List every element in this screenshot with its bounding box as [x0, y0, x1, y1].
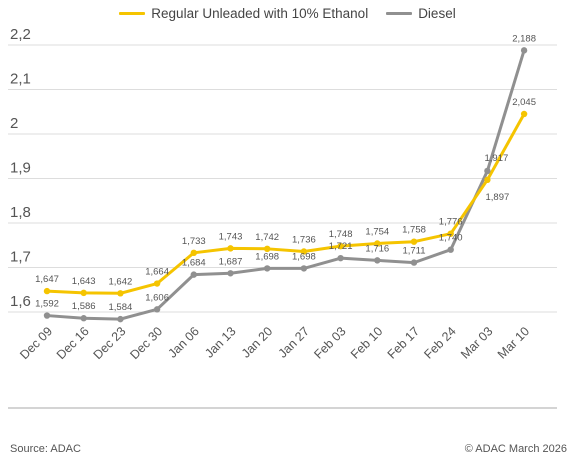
data-point-diesel: [264, 265, 271, 272]
x-tick-label: Jan 13: [202, 324, 238, 360]
legend-item-petrol: Regular Unleaded with 10% Ethanol: [119, 6, 368, 21]
data-label-petrol: 1,754: [365, 226, 389, 237]
data-label-diesel: 1,684: [182, 258, 206, 269]
source-note: Source: ADAC: [10, 443, 81, 455]
data-label-petrol: 1,758: [402, 225, 426, 236]
data-label-diesel: 2,188: [512, 33, 536, 44]
x-tick-label: Mar 10: [495, 324, 532, 361]
y-tick-label: 2,1: [10, 71, 31, 88]
data-point-petrol: [300, 248, 308, 255]
x-tick-label: Jan 06: [165, 324, 201, 360]
data-label-petrol: 1,643: [72, 276, 96, 287]
data-point-diesel: [337, 254, 344, 262]
legend-swatch-diesel: [386, 12, 413, 15]
data-point-diesel: [484, 167, 491, 175]
legend-label-diesel: Diesel: [418, 6, 456, 21]
x-tick-label: Feb 17: [385, 324, 422, 361]
data-point-petrol: [410, 238, 418, 245]
x-tick-label: Dec 30: [127, 324, 165, 362]
data-point-petrol: [227, 245, 234, 252]
data-label-diesel: 1,606: [145, 292, 169, 303]
y-tick-label: 2,2: [10, 26, 31, 43]
data-point-diesel: [410, 259, 418, 266]
data-point-petrol: [484, 176, 491, 184]
data-label-diesel: 1,917: [485, 153, 509, 164]
data-label-petrol: 1,776: [439, 217, 463, 228]
legend-item-diesel: Diesel: [386, 6, 456, 21]
data-point-diesel: [153, 306, 161, 313]
data-label-diesel: 1,592: [35, 299, 59, 310]
data-point-petrol: [43, 287, 51, 295]
data-point-diesel: [374, 257, 381, 264]
data-label-diesel: 1,584: [109, 302, 133, 313]
x-tick-label: Feb 10: [348, 324, 385, 361]
legend-swatch-petrol: [119, 12, 146, 15]
data-point-diesel: [80, 315, 87, 322]
data-label-petrol: 1,664: [145, 267, 169, 278]
data-point-petrol: [374, 240, 381, 247]
legend-label-petrol: Regular Unleaded with 10% Ethanol: [151, 6, 369, 21]
y-tick-label: 1,6: [10, 293, 31, 310]
data-point-petrol: [80, 289, 87, 297]
data-label-diesel: 1,586: [72, 301, 96, 312]
data-point-diesel: [190, 271, 197, 278]
x-tick-label: Mar 03: [458, 324, 495, 361]
data-point-diesel: [447, 246, 454, 253]
data-point-diesel: [520, 47, 528, 54]
legend: Regular Unleaded with 10% Ethanol Diesel: [0, 6, 575, 21]
x-tick-label: Dec 16: [54, 324, 92, 362]
data-label-diesel: 1,711: [402, 246, 425, 257]
data-label-diesel: 1,698: [255, 251, 279, 262]
x-tick-label: Feb 03: [311, 324, 348, 361]
data-label-petrol: 1,743: [219, 231, 243, 242]
data-label-petrol: 2,045: [512, 97, 536, 108]
data-point-petrol: [190, 249, 197, 257]
data-label-diesel: 1,716: [365, 243, 389, 254]
data-point-petrol: [337, 242, 344, 250]
data-label-petrol: 1,642: [109, 276, 133, 287]
y-tick-label: 2: [10, 115, 18, 132]
copyright-note: © ADAC March 2026: [464, 443, 567, 455]
data-point-diesel: [117, 315, 124, 323]
data-label-petrol: 1,733: [182, 236, 206, 247]
data-label-diesel: 1,698: [292, 251, 316, 262]
series-line-petrol: [45, 112, 526, 295]
data-point-diesel: [227, 270, 234, 277]
data-point-petrol: [520, 110, 528, 118]
x-tick-label: Dec 23: [91, 324, 129, 362]
y-tick-label: 1,7: [10, 249, 31, 266]
data-point-petrol: [264, 245, 271, 253]
data-point-petrol: [447, 230, 454, 237]
data-label-petrol: 1,748: [329, 229, 353, 240]
x-tick-label: Dec 09: [17, 324, 55, 362]
data-point-diesel: [300, 265, 308, 272]
data-label-petrol: 1,647: [35, 274, 59, 285]
data-label-petrol: 1,742: [255, 232, 279, 243]
data-point-petrol: [153, 280, 161, 287]
data-point-petrol: [117, 290, 124, 297]
x-tick-label: Jan 27: [276, 324, 312, 360]
data-label-diesel: 1,740: [439, 233, 463, 244]
data-label-diesel: 1,721: [329, 241, 353, 252]
data-label-petrol: 1,897: [486, 192, 510, 203]
data-label-petrol: 1,736: [292, 234, 316, 245]
x-tick-label: Jan 20: [239, 324, 275, 360]
y-tick-label: 1,8: [10, 204, 31, 221]
series-line-diesel: [45, 48, 526, 321]
data-point-diesel: [43, 312, 51, 319]
data-label-diesel: 1,687: [219, 256, 243, 267]
y-tick-label: 1,9: [10, 160, 31, 177]
x-tick-label: Feb 24: [421, 324, 458, 361]
